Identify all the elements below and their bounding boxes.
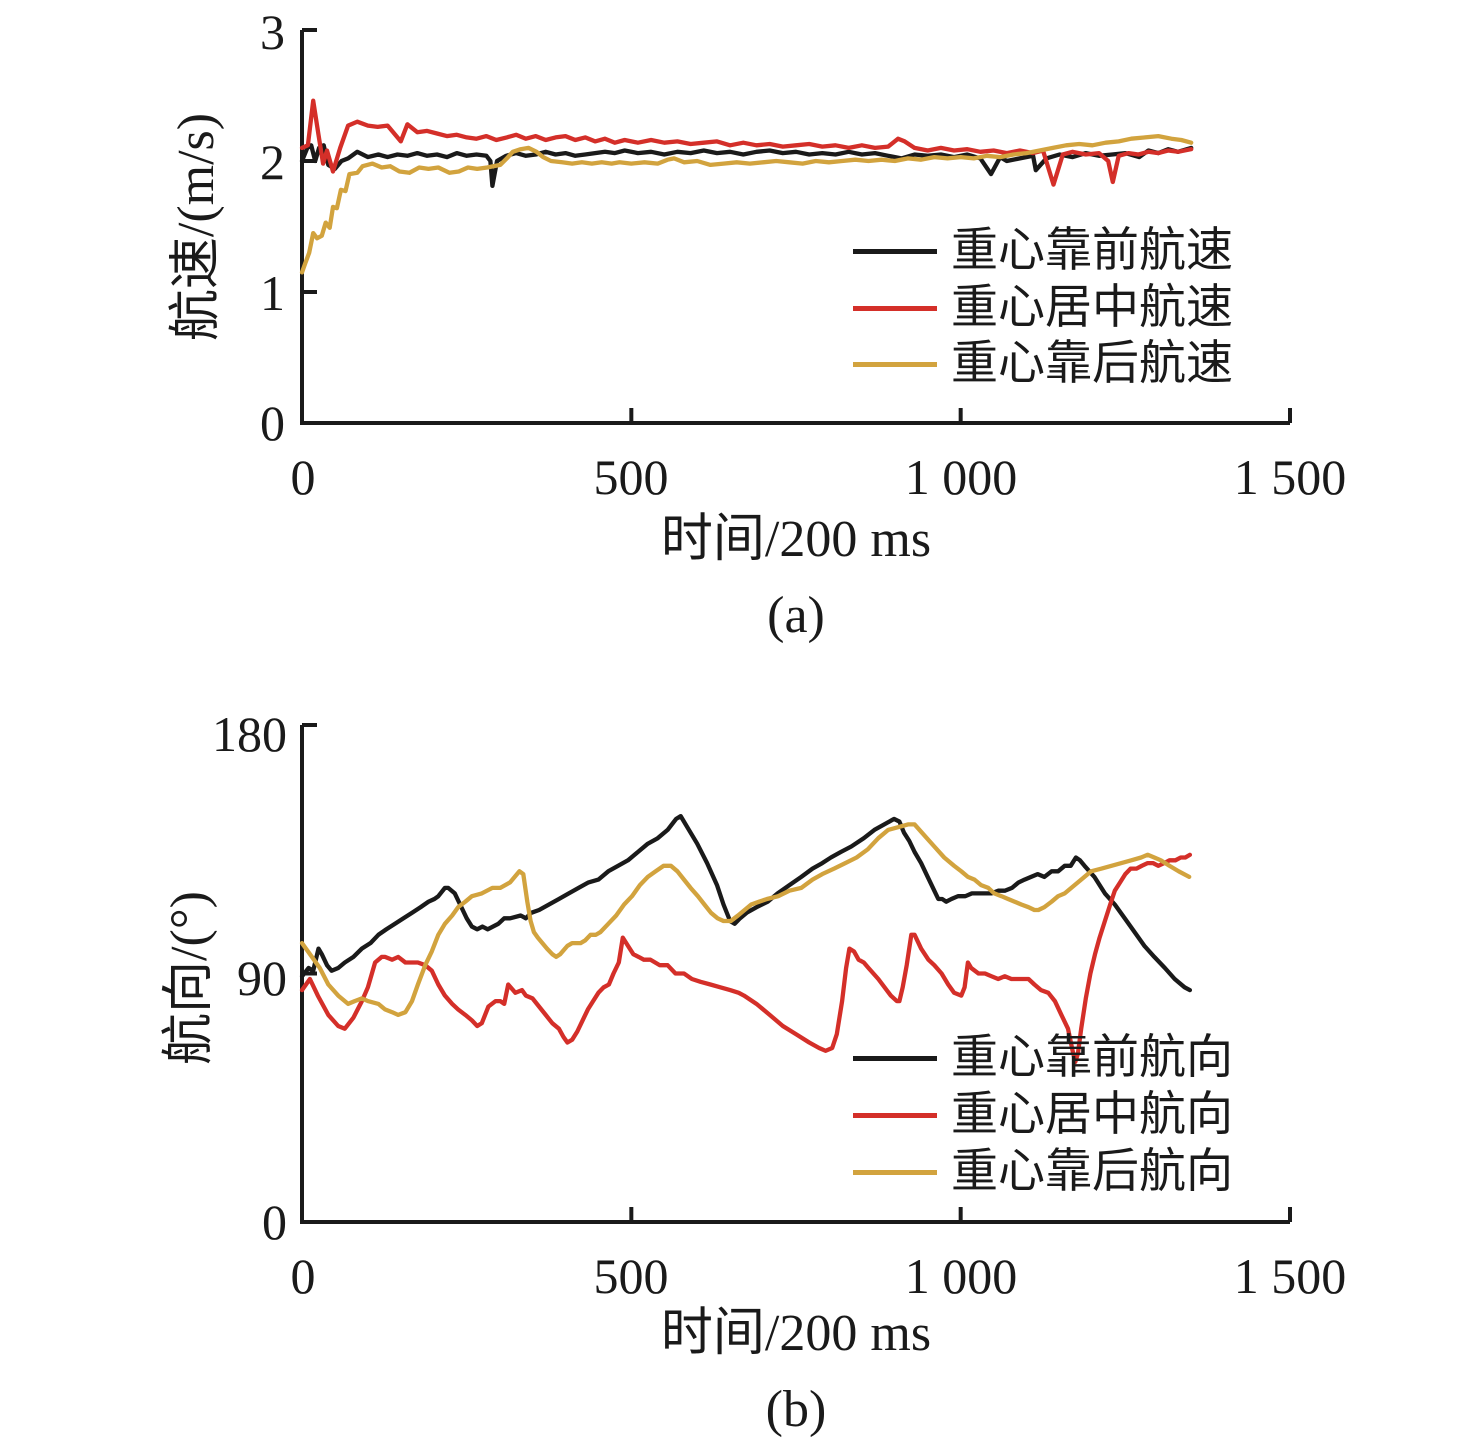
legend-item: 重心靠前航向 (853, 1030, 1233, 1086)
chart-b-ytick-180: 180 (212, 706, 287, 762)
legend-item: 重心靠前航速 (853, 223, 1233, 279)
chart-b-ytick-0: 0 (262, 1194, 287, 1250)
legend-label: 重心居中航向 (951, 1088, 1233, 1141)
legend-item: 重心居中航向 (853, 1087, 1233, 1143)
legend-line-black (853, 248, 937, 254)
chart-a-ytick-2: 2 (260, 134, 285, 190)
chart-a-xtick-500: 500 (593, 449, 669, 505)
chart-b-xtick-500: 500 (593, 1248, 669, 1304)
chart-b-caption: (b) (765, 1381, 827, 1438)
legend-item: 重心居中航速 (853, 280, 1233, 336)
legend-item: 重心靠后航向 (853, 1144, 1233, 1200)
chart-a-xtick-1000: 1 000 (904, 449, 1018, 505)
chart-b-x-axis-label: 时间/200 ms (660, 1305, 932, 1362)
chart-b-xtick-1000: 1 000 (904, 1248, 1018, 1304)
chart-b-xtick-1500: 1 500 (1233, 1248, 1347, 1304)
legend-line-black (853, 1055, 937, 1061)
legend-label: 重心靠前航向 (951, 1031, 1233, 1084)
chart-a-xtick-0: 0 (290, 449, 316, 505)
legend-label: 重心靠后航向 (951, 1145, 1233, 1198)
legend-label: 重心靠前航速 (951, 224, 1233, 277)
legend-line-gold (853, 1169, 937, 1175)
legend-label: 重心靠后航速 (951, 337, 1233, 390)
legend-item: 重心靠后航速 (853, 336, 1233, 392)
chart-b-ytick-90: 90 (237, 950, 287, 1006)
chart-a-x-axis-label: 时间/200 ms (660, 511, 932, 568)
chart-b-xtick-0: 0 (290, 1248, 316, 1304)
chart-a-ytick-3: 3 (260, 4, 285, 60)
legend-line-red (853, 305, 937, 311)
chart-a-ytick-1: 1 (260, 265, 285, 321)
chart-a-ytick-0: 0 (260, 395, 285, 451)
chart-a-caption: (a) (767, 587, 825, 644)
chart-a-xtick-1500: 1 500 (1233, 449, 1347, 505)
legend-line-gold (853, 361, 937, 367)
legend-line-red (853, 1112, 937, 1118)
legend-label: 重心居中航速 (951, 281, 1233, 334)
